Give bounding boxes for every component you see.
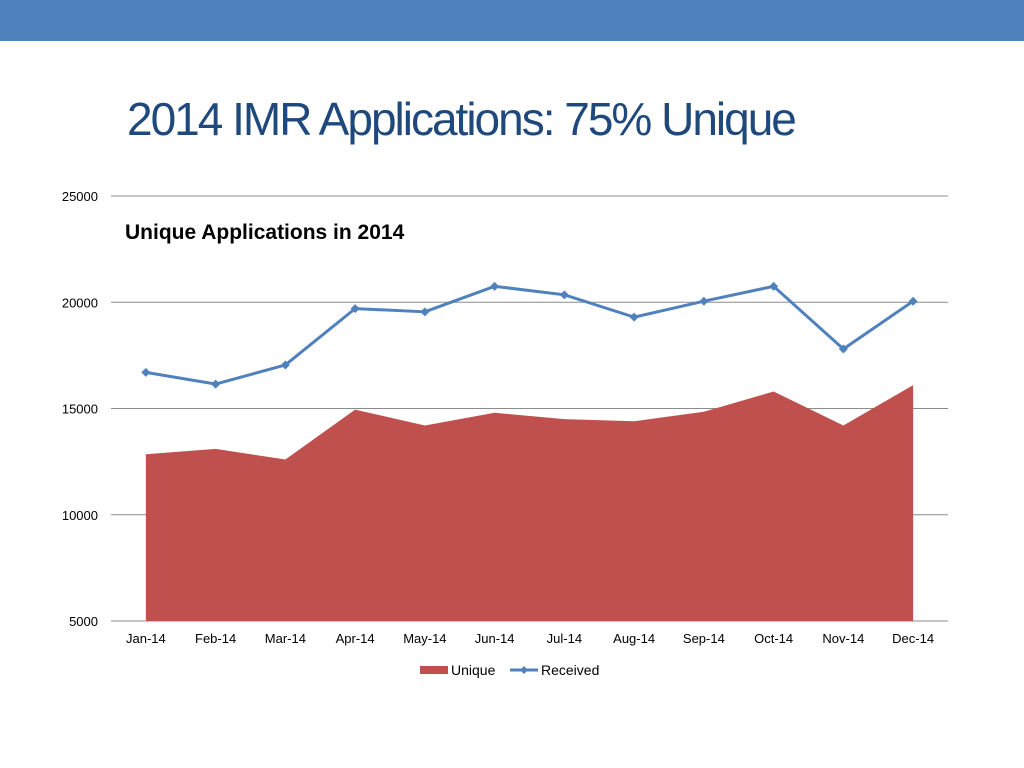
x-tick-label: Sep-14 bbox=[683, 631, 725, 646]
x-tick-label: May-14 bbox=[403, 631, 446, 646]
y-axis-ticks: 5000 10000 15000 20000 25000 bbox=[62, 189, 98, 629]
top-accent-band bbox=[0, 0, 1024, 41]
chart-title: Unique Applications in 2014 bbox=[125, 221, 405, 244]
y-tick-label: 15000 bbox=[62, 402, 98, 417]
x-tick-label: Nov-14 bbox=[822, 631, 864, 646]
y-tick-label: 5000 bbox=[69, 614, 98, 629]
legend-label-received: Received bbox=[541, 662, 599, 678]
x-tick-label: Feb-14 bbox=[195, 631, 236, 646]
chart-legend: Unique Received bbox=[420, 662, 599, 678]
area-unique bbox=[145, 385, 914, 621]
legend-marker-received bbox=[520, 666, 528, 674]
legend-label-unique: Unique bbox=[451, 662, 496, 678]
legend-swatch-unique bbox=[420, 666, 448, 674]
data-point-received bbox=[211, 379, 221, 389]
y-tick-label: 25000 bbox=[62, 189, 98, 204]
x-tick-label: Dec-14 bbox=[892, 631, 934, 646]
data-point-received bbox=[559, 290, 569, 300]
slide-title: 2014 IMR Applications: 75% Unique bbox=[127, 93, 797, 145]
x-tick-label: Jan-14 bbox=[126, 631, 166, 646]
line-series bbox=[145, 284, 914, 386]
x-tick-label: Aug-14 bbox=[613, 631, 655, 646]
x-axis-ticks: Jan-14 Feb-14 Mar-14 Apr-14 May-14 Jun-14 Jul-… bbox=[126, 631, 934, 646]
data-point-received bbox=[699, 296, 709, 306]
data-point-received bbox=[280, 360, 290, 370]
area-series bbox=[145, 385, 914, 621]
line-received bbox=[145, 284, 914, 386]
data-point-received bbox=[908, 296, 918, 306]
data-point-received bbox=[769, 281, 779, 291]
data-point-received bbox=[629, 312, 639, 322]
data-point-received bbox=[490, 281, 500, 291]
y-tick-label: 10000 bbox=[62, 508, 98, 523]
x-tick-label: Oct-14 bbox=[754, 631, 793, 646]
x-tick-label: Mar-14 bbox=[265, 631, 306, 646]
y-tick-label: 20000 bbox=[62, 295, 98, 310]
data-point-received bbox=[420, 307, 430, 317]
x-tick-label: Jun-14 bbox=[475, 631, 515, 646]
data-point-received bbox=[141, 367, 151, 377]
x-tick-label: Jul-14 bbox=[547, 631, 582, 646]
data-point-received bbox=[838, 344, 848, 354]
x-tick-label: Apr-14 bbox=[336, 631, 375, 646]
data-point-received bbox=[350, 304, 360, 314]
line-markers bbox=[141, 281, 918, 389]
